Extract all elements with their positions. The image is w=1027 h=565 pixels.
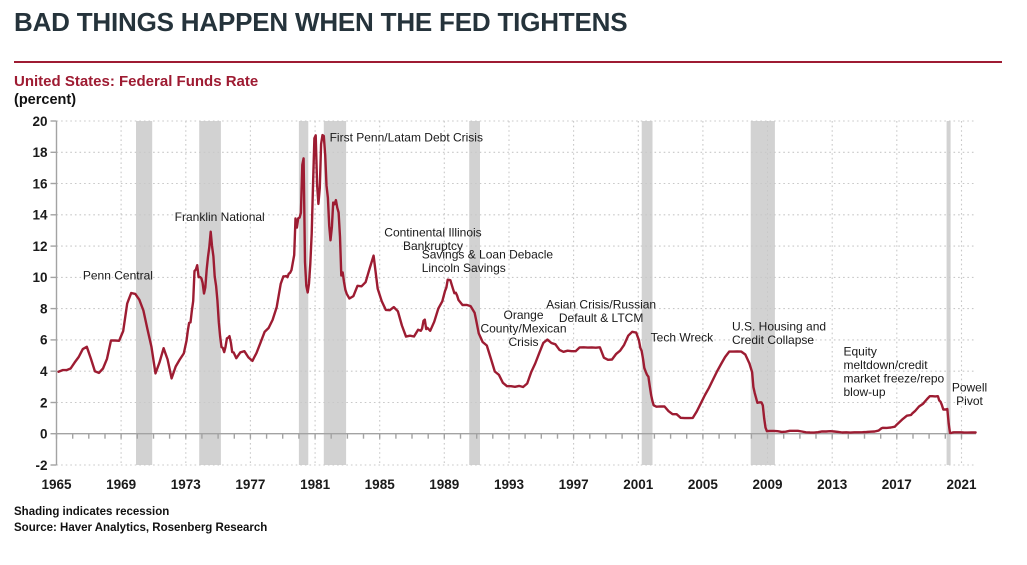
annotation-label: Penn Central <box>83 269 153 283</box>
annotation-label: Continental Illinois Bankruptcy <box>384 226 481 254</box>
source-note: Source: Haver Analytics, Rosenberg Resea… <box>14 522 268 534</box>
annotation-label: Asian Crisis/Russian Default & LTCM <box>546 298 656 326</box>
svg-text:2021: 2021 <box>946 477 977 492</box>
annotation-label: Franklin National <box>175 210 265 224</box>
svg-text:1993: 1993 <box>494 477 525 492</box>
accent-rule <box>14 61 1002 63</box>
svg-text:1981: 1981 <box>300 477 331 492</box>
annotation-label: Tech Wreck <box>651 331 714 345</box>
svg-text:18: 18 <box>32 145 48 160</box>
svg-text:2001: 2001 <box>623 477 654 492</box>
annotation-label: Powell Pivot <box>952 381 987 409</box>
annotation-label: Savings & Loan Debacle Lincoln Savings <box>422 248 554 276</box>
svg-text:1977: 1977 <box>235 477 265 492</box>
svg-text:2013: 2013 <box>817 477 848 492</box>
svg-text:2005: 2005 <box>688 477 719 492</box>
svg-text:10: 10 <box>32 270 47 285</box>
y-axis-labels: -2 0 2 4 6 8 10 12 14 16 18 20 <box>32 114 48 473</box>
svg-text:2: 2 <box>40 395 48 410</box>
svg-text:2017: 2017 <box>882 477 912 492</box>
annotation-label: U.S. Housing and Credit Collapse <box>732 320 826 348</box>
svg-text:0: 0 <box>40 427 48 442</box>
svg-text:20: 20 <box>32 114 47 129</box>
chart-subtitle: United States: Federal Funds Rate <box>14 73 259 90</box>
svg-text:12: 12 <box>32 239 47 254</box>
x-axis-labels: 1965 1969 1973 1977 1981 1985 1989 1993 1997 2001… <box>41 477 977 492</box>
annotation-label: Equity meltdown/credit market freeze/repo b… <box>844 345 945 400</box>
svg-text:2009: 2009 <box>752 477 782 492</box>
axes <box>50 120 976 466</box>
svg-text:1969: 1969 <box>106 477 136 492</box>
annotation-label: First Penn/Latam Debt Crisis <box>330 130 483 144</box>
svg-text:-2: -2 <box>35 458 47 473</box>
page-title: BAD THINGS HAPPEN WHEN THE FED TIGHTENS <box>14 7 628 37</box>
svg-text:1965: 1965 <box>41 477 72 492</box>
svg-text:1985: 1985 <box>365 477 396 492</box>
svg-text:1973: 1973 <box>171 477 202 492</box>
recession-bands <box>136 121 951 465</box>
recession-shading-note: Shading indicates recession <box>14 506 170 518</box>
unit-label: (percent) <box>14 92 77 108</box>
svg-text:1989: 1989 <box>429 477 459 492</box>
svg-text:4: 4 <box>40 364 48 379</box>
svg-text:14: 14 <box>32 208 48 223</box>
crisis-annotations: Penn Central Franklin National First Penn/… <box>83 130 987 408</box>
gridlines <box>56 120 976 466</box>
svg-text:8: 8 <box>40 301 48 316</box>
svg-text:1997: 1997 <box>559 477 589 492</box>
svg-text:16: 16 <box>32 176 48 191</box>
svg-text:6: 6 <box>40 333 48 348</box>
fed-funds-rate-line <box>57 133 977 435</box>
annotation-label: Orange County/Mexican Crisis <box>480 308 566 349</box>
